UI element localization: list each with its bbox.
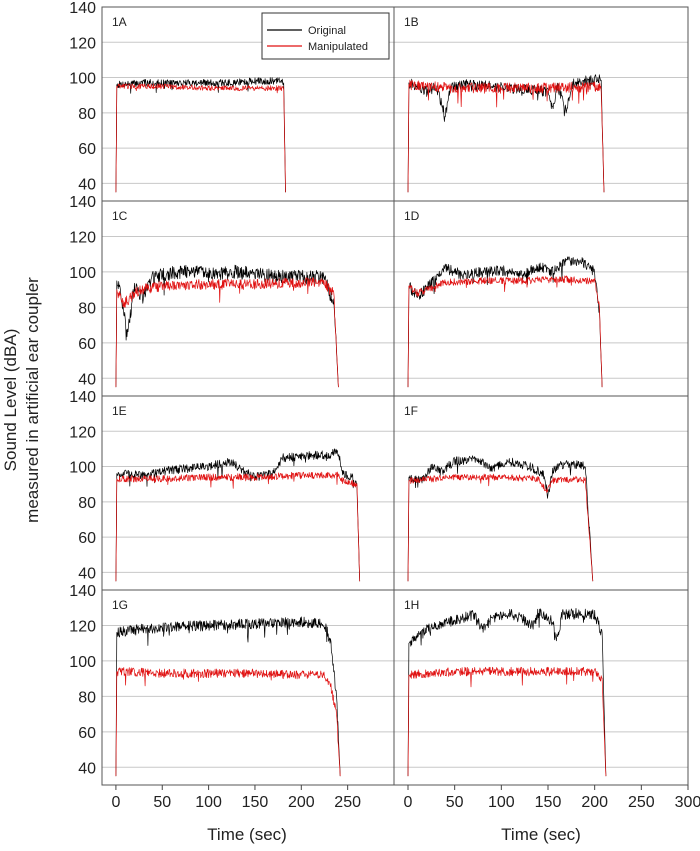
series-group-1A (115, 77, 286, 193)
ytick-label-1A-140: 140 (69, 0, 96, 17)
line-1B-manipulated (407, 79, 605, 193)
panel-1F: 1F (393, 395, 689, 591)
ytick-label-1C-80: 80 (78, 300, 96, 317)
legend-box (261, 12, 390, 60)
frame-1D (393, 200, 689, 397)
series-group-1H (407, 607, 607, 777)
frame-1B (393, 6, 689, 202)
ytick-label-1E-120: 120 (69, 424, 96, 441)
xtick-label-1G-50: 50 (153, 794, 171, 811)
frame-1H (393, 589, 689, 786)
legend: Original Manipulated (261, 12, 390, 60)
ytick-label-1G-120: 120 (69, 618, 96, 635)
line-1A-manipulated (115, 83, 286, 193)
line-1F-original (407, 455, 594, 582)
line-1E-manipulated (115, 471, 361, 582)
ytick-label-1C-40: 40 (78, 371, 96, 388)
legend-original-label: Original (308, 25, 346, 37)
series-group-1G (115, 616, 341, 777)
xtick-label-1G-250: 250 (334, 794, 361, 811)
xtick-label-1H-300: 300 (675, 794, 700, 811)
panels-group: 1A 1B 1C 1D 1E 1F 1G 1H (101, 6, 689, 786)
panel-label-1D: 1D (404, 209, 420, 223)
panel-label-1H: 1H (404, 598, 419, 612)
series-group-1F (407, 455, 594, 582)
ytick-label-1E-60: 60 (78, 530, 96, 547)
y-axis-title-line1: Sound Level (dBA) (1, 329, 20, 472)
panel-label-1B: 1B (404, 15, 419, 29)
xtick-label-1H-100: 100 (488, 794, 515, 811)
xtick-label-1H-200: 200 (581, 794, 608, 811)
y-axis-title-line2: measured in artificial ear coupler (23, 277, 42, 523)
line-1F-manipulated (407, 473, 594, 582)
line-1B-original (407, 74, 605, 193)
ytick-label-1E-80: 80 (78, 495, 96, 512)
legend-manipulated-label: Manipulated (308, 41, 368, 53)
panel-label-1F: 1F (404, 404, 418, 418)
ytick-label-1E-140: 140 (69, 389, 96, 406)
xtick-label-1G-200: 200 (288, 794, 315, 811)
panel-label-1A: 1A (112, 15, 127, 29)
series-group-1B (407, 74, 605, 193)
xtick-label-1G-0: 0 (111, 794, 120, 811)
xtick-label-1H-0: 0 (404, 794, 413, 811)
frame-1G (101, 589, 395, 786)
ytick-label-1G-40: 40 (78, 760, 96, 777)
ytick-label-1A-120: 120 (69, 35, 96, 52)
ytick-label-1C-120: 120 (69, 229, 96, 246)
panel-1C: 1C (101, 200, 395, 397)
series-group-1D (407, 256, 603, 388)
panel-1B: 1B (393, 6, 689, 202)
ytick-label-1G-80: 80 (78, 689, 96, 706)
ytick-label-1A-40: 40 (78, 176, 96, 193)
ytick-label-1C-140: 140 (69, 194, 96, 211)
panel-label-1E: 1E (112, 404, 127, 418)
frame-1F (393, 395, 689, 591)
xtick-label-1H-150: 150 (535, 794, 562, 811)
series-group-1E (115, 448, 361, 582)
frame-1C (101, 200, 395, 397)
panel-1H: 1H (393, 589, 689, 786)
line-1H-manipulated (407, 666, 607, 777)
ytick-label-1C-100: 100 (69, 265, 96, 282)
ytick-label-1G-60: 60 (78, 725, 96, 742)
ytick-label-1G-140: 140 (69, 583, 96, 600)
axes-group: 4060801001201404060801001201404060801001… (69, 0, 700, 811)
line-1D-manipulated (407, 275, 603, 388)
panel-label-1G: 1G (112, 598, 128, 612)
panel-label-1C: 1C (112, 209, 128, 223)
line-1A-original (115, 77, 286, 193)
ytick-label-1A-80: 80 (78, 106, 96, 123)
panel-1E: 1E (101, 395, 395, 591)
xtick-label-1H-250: 250 (628, 794, 655, 811)
ytick-label-1E-40: 40 (78, 565, 96, 582)
line-1E-original (115, 448, 361, 582)
x-axis-title-right: Time (sec) (501, 825, 581, 844)
ytick-label-1G-100: 100 (69, 654, 96, 671)
x-axis-title-left: Time (sec) (207, 825, 287, 844)
ytick-label-1A-60: 60 (78, 141, 96, 158)
series-group-1C (115, 264, 339, 388)
ytick-label-1A-100: 100 (69, 71, 96, 88)
line-1C-manipulated (115, 277, 339, 388)
panel-1A: 1A (101, 6, 395, 202)
xtick-label-1G-100: 100 (195, 794, 222, 811)
line-1D-original (407, 256, 603, 388)
line-1H-original (407, 607, 607, 777)
frame-1E (101, 395, 395, 591)
xtick-label-1H-50: 50 (446, 794, 464, 811)
line-1G-original (115, 616, 341, 777)
panel-1D: 1D (393, 200, 689, 397)
xtick-label-1G-150: 150 (242, 794, 269, 811)
ytick-label-1E-100: 100 (69, 460, 96, 477)
line-1C-original (115, 264, 339, 388)
ytick-label-1C-60: 60 (78, 336, 96, 353)
panel-1G: 1G (101, 589, 395, 786)
line-1G-manipulated (115, 667, 341, 777)
